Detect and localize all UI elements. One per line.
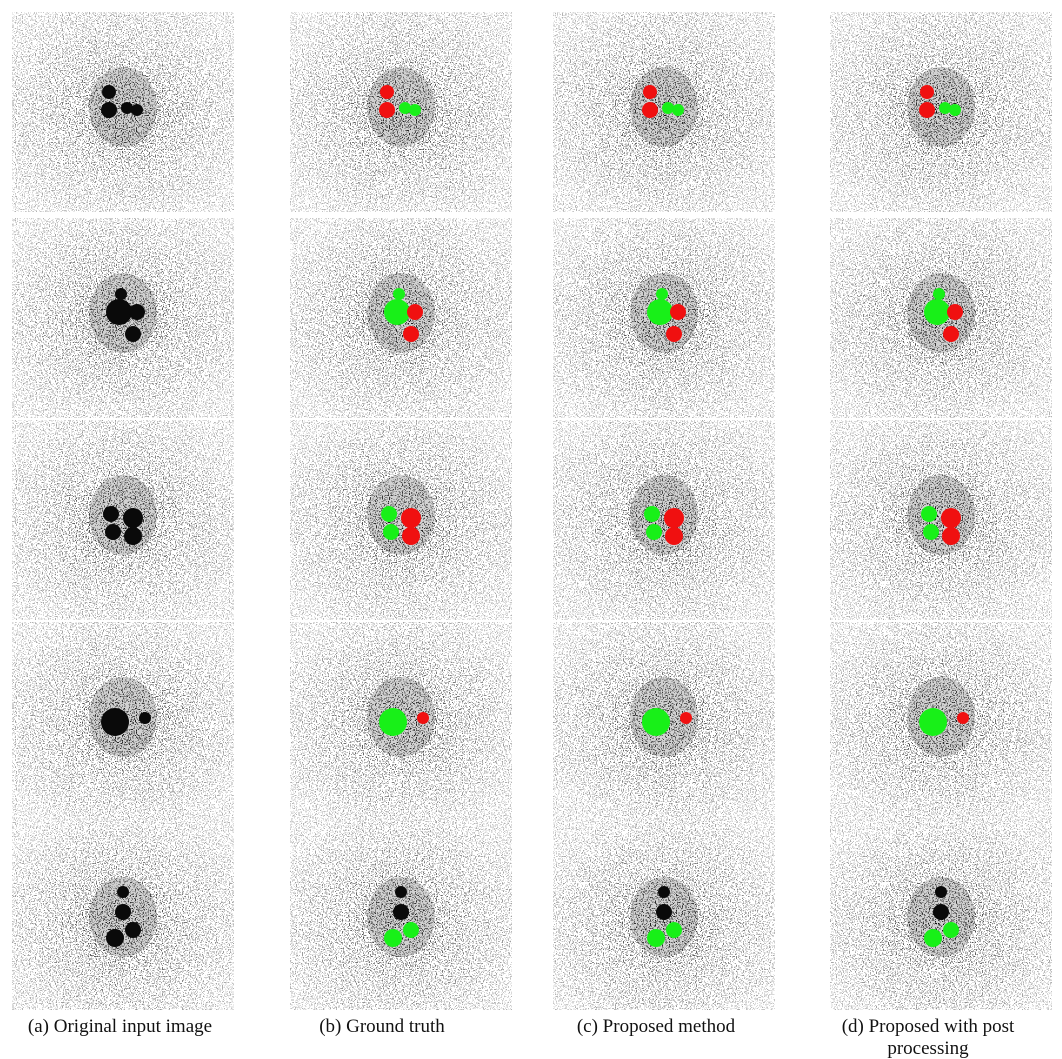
lesion bbox=[943, 326, 959, 342]
lesion bbox=[680, 712, 692, 724]
lesion bbox=[933, 904, 949, 920]
lesion bbox=[129, 304, 145, 320]
lesion bbox=[939, 102, 951, 114]
lesion bbox=[933, 288, 945, 300]
lesion bbox=[379, 102, 395, 118]
lesion bbox=[919, 102, 935, 118]
lesion bbox=[105, 524, 121, 540]
lesion bbox=[125, 922, 141, 938]
lesion bbox=[103, 506, 119, 522]
caption: (d) Proposed with post processing bbox=[841, 1016, 1015, 1059]
uptake-halo bbox=[907, 475, 975, 555]
speckle-noise bbox=[553, 420, 775, 620]
lesion bbox=[658, 886, 670, 898]
lesion bbox=[921, 506, 937, 522]
lesion bbox=[383, 524, 399, 540]
uptake-halo bbox=[367, 475, 435, 555]
lesion bbox=[384, 929, 402, 947]
lesion bbox=[124, 527, 142, 545]
lesion bbox=[101, 708, 129, 736]
lesion bbox=[920, 85, 934, 99]
caption: (a) Original input image bbox=[27, 1016, 213, 1037]
lesion bbox=[949, 104, 961, 116]
lesion bbox=[924, 299, 950, 325]
caption: (c) Proposed method bbox=[576, 1016, 736, 1037]
lesion bbox=[656, 288, 668, 300]
lesion bbox=[642, 708, 670, 736]
lesion bbox=[662, 102, 674, 114]
lesion bbox=[379, 708, 407, 736]
lesion bbox=[943, 922, 959, 938]
lesion bbox=[666, 922, 682, 938]
lesion bbox=[672, 104, 684, 116]
lesion bbox=[384, 299, 410, 325]
image-grid bbox=[12, 12, 1052, 1010]
caption: (b) Ground truth bbox=[319, 1016, 445, 1037]
lesion bbox=[644, 506, 660, 522]
lesion bbox=[381, 506, 397, 522]
lesion bbox=[115, 904, 131, 920]
lesion bbox=[399, 102, 411, 114]
lesion bbox=[665, 527, 683, 545]
lesion bbox=[417, 712, 429, 724]
lesion bbox=[647, 299, 673, 325]
lesion bbox=[664, 508, 684, 528]
lesion bbox=[643, 85, 657, 99]
lesion bbox=[935, 886, 947, 898]
speckle-noise bbox=[290, 420, 512, 620]
lesion bbox=[646, 524, 662, 540]
lesion bbox=[393, 904, 409, 920]
lesion bbox=[642, 102, 658, 118]
lesion bbox=[121, 102, 133, 114]
lesion bbox=[106, 929, 124, 947]
lesion bbox=[403, 326, 419, 342]
lesion bbox=[403, 922, 419, 938]
lesion bbox=[106, 299, 132, 325]
lesion bbox=[102, 85, 116, 99]
lesion bbox=[125, 326, 141, 342]
lesion bbox=[131, 104, 143, 116]
lesion bbox=[647, 929, 665, 947]
lesion bbox=[957, 712, 969, 724]
lesion bbox=[395, 886, 407, 898]
uptake-halo bbox=[630, 475, 698, 555]
lesion bbox=[923, 524, 939, 540]
lesion bbox=[393, 288, 405, 300]
lesion bbox=[407, 304, 423, 320]
lesion bbox=[115, 288, 127, 300]
speckle-noise bbox=[830, 420, 1052, 620]
lesion bbox=[117, 886, 129, 898]
lesion bbox=[409, 104, 421, 116]
lesion bbox=[666, 326, 682, 342]
lesion bbox=[947, 304, 963, 320]
lesion bbox=[942, 527, 960, 545]
speckle-noise bbox=[12, 420, 234, 620]
lesion bbox=[139, 712, 151, 724]
lesion bbox=[402, 527, 420, 545]
lesion bbox=[924, 929, 942, 947]
lesion bbox=[941, 508, 961, 528]
lesion bbox=[101, 102, 117, 118]
uptake-halo bbox=[89, 475, 157, 555]
lesion bbox=[656, 904, 672, 920]
lesion bbox=[380, 85, 394, 99]
lesion bbox=[401, 508, 421, 528]
lesion bbox=[919, 708, 947, 736]
lesion bbox=[123, 508, 143, 528]
lesion bbox=[670, 304, 686, 320]
